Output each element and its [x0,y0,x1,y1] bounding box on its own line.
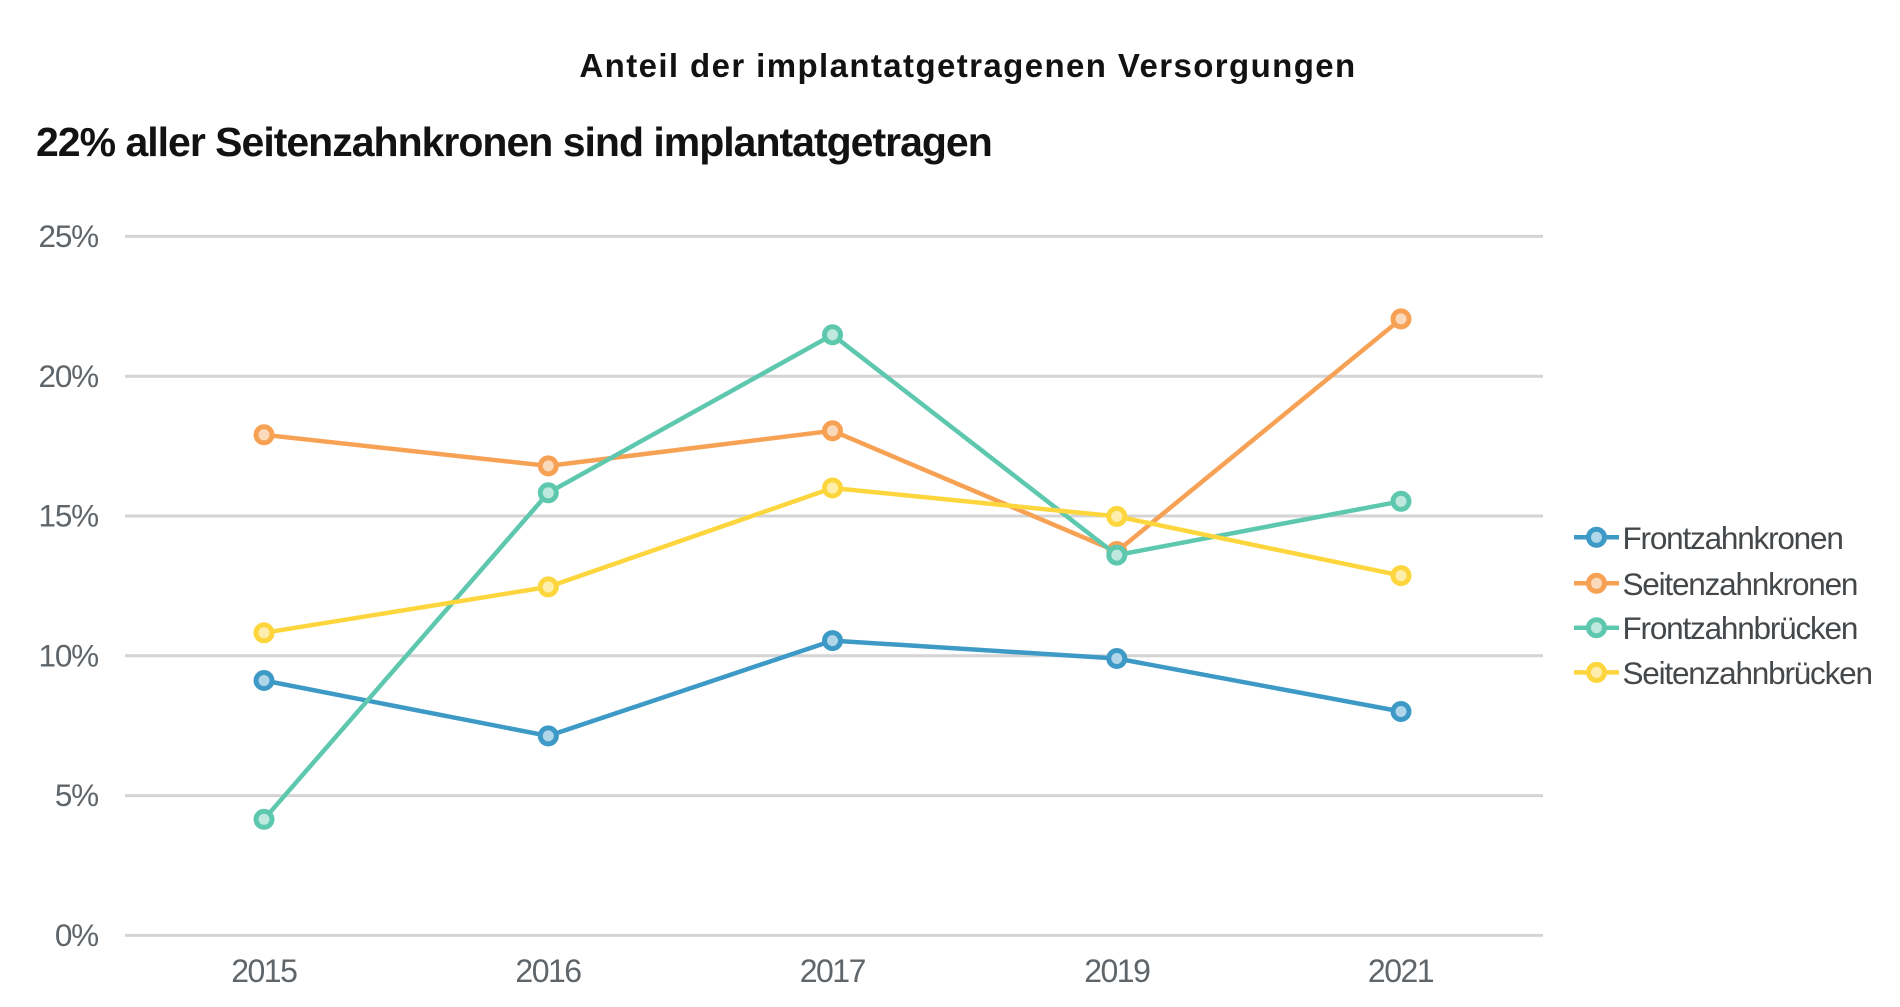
svg-text:Seitenzahnbrücken: Seitenzahnbrücken [1623,655,1872,691]
svg-text:22% aller Seitenzahnkronen sin: 22% aller Seitenzahnkronen sind implanta… [36,119,992,165]
svg-text:2015: 2015 [231,953,297,989]
svg-text:20%: 20% [39,358,99,394]
svg-text:Seitenzahnkronen: Seitenzahnkronen [1623,566,1858,602]
svg-text:2017: 2017 [800,953,866,989]
svg-text:2021: 2021 [1368,953,1434,989]
svg-text:Frontzahnkronen: Frontzahnkronen [1623,520,1843,556]
svg-text:2019: 2019 [1084,953,1150,989]
svg-text:2016: 2016 [515,953,581,989]
svg-text:5%: 5% [55,777,98,813]
svg-text:Frontzahnbrücken: Frontzahnbrücken [1623,610,1858,646]
svg-text:25%: 25% [39,218,99,254]
svg-text:15%: 15% [39,498,99,534]
svg-text:10%: 10% [39,637,99,673]
svg-text:0%: 0% [55,917,98,953]
svg-text:Anteil der implantatgetragenen: Anteil der implantatgetragenen Versorgun… [579,47,1356,84]
